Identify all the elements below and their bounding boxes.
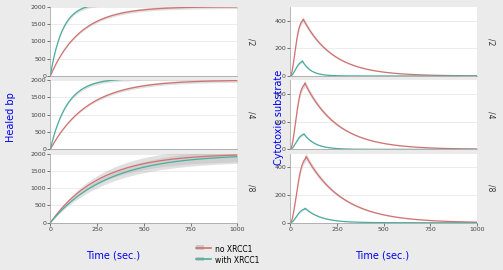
Legend: no XRCC1, with XRCC1: no XRCC1, with XRCC1: [195, 244, 260, 266]
Text: Cytotoxic substrate: Cytotoxic substrate: [274, 70, 284, 165]
Text: Time (sec.): Time (sec.): [86, 250, 140, 260]
Text: /2: /2: [247, 38, 256, 45]
Text: /8: /8: [487, 184, 496, 192]
Text: Time (sec.): Time (sec.): [355, 250, 409, 260]
Text: /4: /4: [487, 111, 496, 119]
Text: Healed bp: Healed bp: [6, 93, 16, 142]
Text: /4: /4: [247, 111, 256, 119]
Text: /2: /2: [487, 38, 496, 45]
Text: /8: /8: [247, 184, 256, 192]
